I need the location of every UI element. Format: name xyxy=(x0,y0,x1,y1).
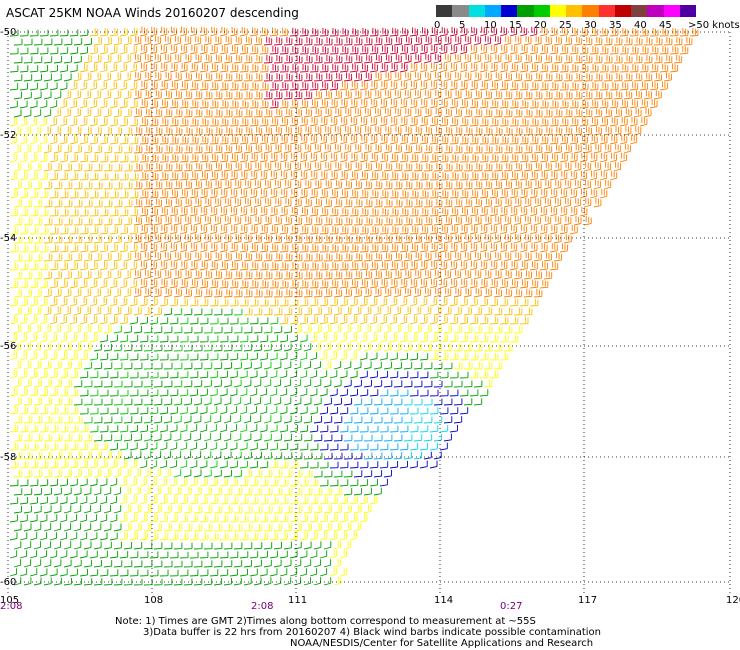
note-line-2: 3)Data buffer is 22 hrs from 20160207 4)… xyxy=(143,627,601,638)
lat-lon-grid xyxy=(7,31,732,594)
wind-barb-group xyxy=(9,29,489,586)
latitude-label: -58 xyxy=(0,452,16,463)
legend-label: 45 xyxy=(659,20,672,31)
wind-speed-scale-labels: 0 5 10 15 20 25 30 35 40 45 >50 knots xyxy=(430,20,740,34)
legend-label: 0 xyxy=(434,20,441,31)
longitude-label: 120 xyxy=(726,595,740,606)
legend-label: 30 xyxy=(584,20,597,31)
time-label: 0:27 xyxy=(500,601,522,612)
legend-swatch xyxy=(663,5,680,17)
legend-swatch xyxy=(436,5,453,17)
legend-swatch xyxy=(582,5,599,17)
map-title: ASCAT 25KM NOAA Winds 20160207 descendin… xyxy=(6,6,299,20)
latitude-label: -52 xyxy=(0,130,16,141)
latitude-label: -50 xyxy=(0,27,16,38)
longitude-label: 108 xyxy=(144,595,163,606)
legend-label: 15 xyxy=(509,20,522,31)
axis-labels: -50 -52 -54 -56 -58 -60 105 108 111 114 117 120 2:08… xyxy=(0,27,740,612)
legend-swatch xyxy=(468,5,485,17)
legend-swatch xyxy=(484,5,501,17)
legend-label: 40 xyxy=(634,20,647,31)
longitude-label: 117 xyxy=(578,595,597,606)
wind-barbs-layer xyxy=(9,26,699,586)
longitude-label: 111 xyxy=(288,595,307,606)
legend-swatch xyxy=(647,5,664,17)
wind-barb-group xyxy=(309,370,469,487)
legend-label: 5 xyxy=(459,20,466,31)
wind-speed-color-scale xyxy=(436,5,696,17)
longitude-label: 114 xyxy=(434,595,453,606)
legend-label: 35 xyxy=(609,20,622,31)
legend-label: >50 knots xyxy=(688,20,740,31)
legend-swatch xyxy=(501,5,518,17)
legend-label: 25 xyxy=(559,20,572,31)
wind-barb-group xyxy=(83,308,308,478)
legend-swatch xyxy=(679,5,696,17)
legend-label: 20 xyxy=(534,20,547,31)
legend-swatch xyxy=(614,5,631,17)
time-label: 2:08 xyxy=(251,601,273,612)
legend-swatch xyxy=(517,5,534,17)
note-line-1: Note: 1) Times are GMT 2)Times along bot… xyxy=(115,616,536,627)
wind-barb-group xyxy=(403,398,449,460)
wind-barb-group xyxy=(339,389,409,460)
wind-barb-group xyxy=(263,26,538,109)
legend-swatch xyxy=(598,5,615,17)
legend-swatch xyxy=(533,5,550,17)
wind-barb-group xyxy=(43,27,539,325)
wind-barb-group xyxy=(133,26,699,298)
longitude-label: 105 xyxy=(0,595,19,606)
wind-barb-group xyxy=(9,117,523,586)
time-label: 2:08 xyxy=(0,601,22,612)
legend-swatch xyxy=(549,5,566,17)
legend-swatch xyxy=(566,5,583,17)
legend-label: 10 xyxy=(484,20,497,31)
note-line-3: NOAA/NESDIS/Center for Satellite Applica… xyxy=(290,638,594,649)
legend-swatch xyxy=(452,5,469,17)
latitude-label: -56 xyxy=(0,341,16,352)
legend-swatch xyxy=(631,5,648,17)
latitude-label: -60 xyxy=(0,577,16,588)
latitude-label: -54 xyxy=(0,233,16,244)
